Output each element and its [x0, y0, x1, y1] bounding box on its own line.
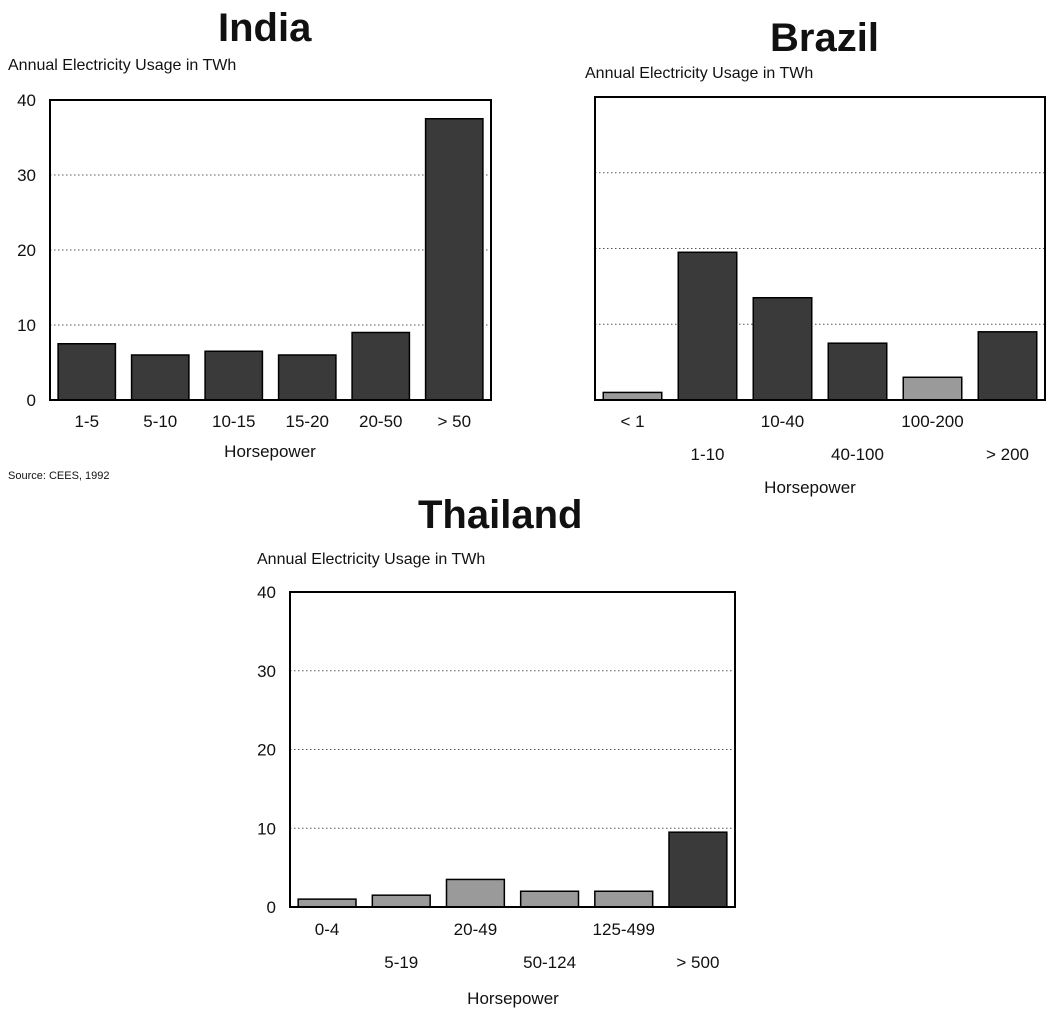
x-tick-label: 125-499 — [593, 920, 655, 939]
x-tick-label: 10-40 — [761, 412, 804, 431]
x-axis-label: Horsepower — [764, 478, 856, 497]
y-axis-label: Annual Electricity Usage in TWh — [8, 57, 237, 74]
x-tick-label: 15-20 — [286, 412, 329, 431]
x-tick-label: 1-5 — [74, 412, 99, 431]
y-tick-label: 20 — [257, 741, 276, 760]
bar — [371, 894, 431, 908]
bar — [827, 342, 888, 401]
y-tick-label: 20 — [17, 241, 36, 260]
bar — [277, 354, 337, 401]
bar — [130, 354, 190, 401]
y-tick-label: 0 — [267, 898, 276, 917]
y-tick-label: 10 — [17, 316, 36, 335]
x-tick-label: > 50 — [437, 412, 471, 431]
bar — [204, 350, 264, 401]
bar — [668, 831, 728, 908]
x-tick-label: 5-19 — [384, 953, 418, 972]
y-tick-label: 10 — [257, 819, 276, 838]
x-tick-label: 100-200 — [901, 412, 963, 431]
x-tick-label: > 200 — [986, 445, 1029, 464]
chart-title: Thailand — [418, 493, 583, 537]
bar — [902, 376, 963, 401]
source-note: Source: CEES, 1992 — [8, 470, 110, 482]
bar — [519, 890, 580, 908]
bar — [297, 898, 357, 908]
x-tick-label: < 1 — [620, 412, 644, 431]
x-axis-label: Horsepower — [467, 989, 559, 1008]
bar — [677, 251, 738, 401]
x-tick-label: 10-15 — [212, 412, 255, 431]
x-tick-label: 20-50 — [359, 412, 402, 431]
x-tick-label: 40-100 — [831, 445, 884, 464]
bar — [424, 118, 484, 401]
bar — [351, 331, 411, 401]
bar — [977, 331, 1038, 401]
y-tick-label: 40 — [17, 91, 36, 110]
bar — [594, 890, 654, 908]
x-tick-label: 50-124 — [523, 953, 576, 972]
x-tick-label: 5-10 — [143, 412, 177, 431]
y-tick-label: 0 — [27, 391, 36, 410]
plot-frame — [49, 99, 492, 401]
y-tick-label: 30 — [17, 166, 36, 185]
bar — [752, 296, 813, 401]
y-tick-label: 30 — [257, 662, 276, 681]
plot-frame — [594, 96, 1046, 401]
bar — [57, 343, 117, 401]
x-tick-label: 0-4 — [315, 920, 340, 939]
y-axis-label: Annual Electricity Usage in TWh — [585, 65, 814, 82]
chart-title: India — [218, 6, 312, 50]
x-tick-label: 1-10 — [690, 445, 724, 464]
x-tick-label: 20-49 — [454, 920, 497, 939]
bar — [602, 391, 663, 401]
y-tick-label: 40 — [257, 583, 276, 602]
x-axis-label: Horsepower — [224, 442, 316, 461]
plot-frame — [289, 591, 736, 908]
bar — [445, 878, 506, 908]
x-tick-label: > 500 — [676, 953, 719, 972]
y-axis-label: Annual Electricity Usage in TWh — [257, 551, 486, 568]
chart-title: Brazil — [770, 16, 879, 60]
